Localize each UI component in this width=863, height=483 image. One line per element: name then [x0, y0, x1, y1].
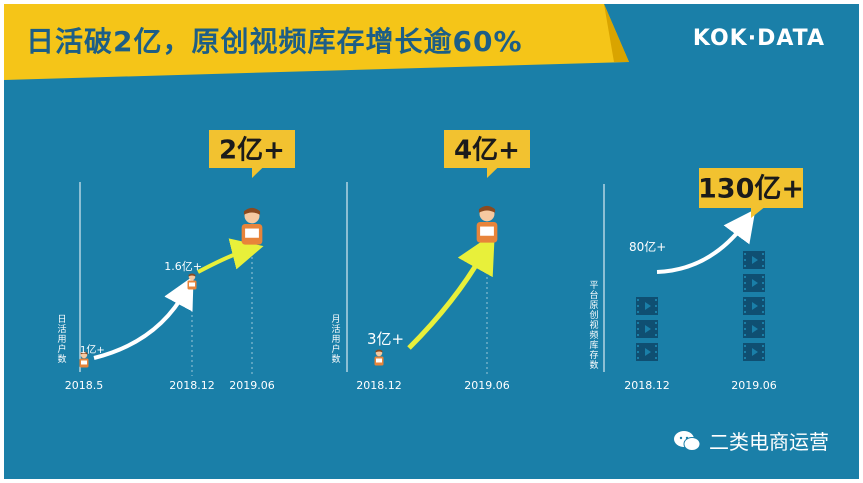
callout-box [444, 130, 530, 178]
x-tick-label: 2019.06 [229, 379, 275, 392]
y-axis-label-char: 原 [589, 300, 598, 311]
data-label: 80亿+ [629, 239, 666, 254]
film-icon [636, 297, 658, 315]
watermark: 二类电商运营 [673, 426, 829, 455]
x-tick-label: 2018.12 [624, 379, 670, 392]
film-icon [743, 320, 765, 338]
callout-inventory: 130亿+ [698, 168, 804, 218]
data-label: 3亿+ [367, 330, 404, 348]
infographic: 日活破2亿，原创视频库存增长逾60% KOK·DATA [4, 4, 859, 479]
film-icon [743, 297, 765, 315]
y-axis-label-char: 平 [589, 280, 598, 291]
y-axis-label-char: 台 [589, 289, 598, 301]
film-icon [743, 251, 765, 269]
person-icon [241, 207, 263, 245]
x-tick-label: 2019.06 [731, 379, 777, 392]
page-title: 日活破2亿，原创视频库存增长逾60% [26, 25, 523, 58]
film-icon [636, 343, 658, 361]
trend-arrow [656, 209, 756, 274]
wechat-icon [674, 430, 701, 451]
y-axis-label-char: 创 [589, 309, 598, 321]
bar [636, 297, 658, 361]
data-label: 1亿+ [80, 343, 105, 356]
film-icon [636, 320, 658, 338]
x-tick-label: 2018.12 [356, 379, 402, 392]
callout-box [209, 130, 295, 178]
logo: KOK·DATA [692, 26, 825, 51]
x-tick-label: 2019.06 [464, 379, 510, 392]
bar [743, 251, 765, 361]
y-axis-label-char: 数 [331, 353, 340, 365]
callout-label: 130亿+ [698, 174, 804, 205]
title-banner [4, 4, 629, 80]
y-axis-label-char: 户 [57, 343, 66, 355]
callout-box [699, 168, 803, 218]
callout-mau: 4亿+ [444, 130, 530, 178]
film-icon [743, 343, 765, 361]
y-axis-label-char: 用 [57, 334, 66, 345]
person-icon [187, 273, 197, 290]
person-icon [374, 349, 384, 366]
y-axis-label-char: 视 [589, 319, 598, 331]
y-axis-label-char: 活 [331, 323, 340, 335]
y-axis-label-char: 活 [57, 323, 66, 335]
x-tick-label: 2018.5 [65, 379, 104, 392]
trend-arrow [93, 275, 194, 360]
y-axis-label-char: 数 [57, 353, 66, 365]
data-label: 1.6亿+ [164, 260, 202, 273]
callout-label: 4亿+ [454, 135, 520, 165]
y-axis-label-char: 库 [589, 339, 598, 351]
y-axis-label-char: 频 [589, 329, 598, 341]
y-axis-label-char: 数 [589, 359, 598, 371]
x-tick-label: 2018.12 [169, 379, 215, 392]
film-icon [743, 274, 765, 292]
person-icon [476, 205, 498, 243]
y-axis-label-char: 户 [331, 343, 340, 355]
y-axis-label-char: 日 [57, 314, 66, 325]
y-axis-label-char: 用 [331, 334, 340, 345]
callout-dau: 2亿+ [209, 130, 295, 178]
y-axis-label-char: 存 [589, 349, 598, 361]
trend-arrow [407, 232, 495, 350]
y-axis-label-char: 月 [331, 314, 340, 325]
trend-arrow [197, 238, 264, 274]
watermark-text: 二类电商运营 [709, 430, 829, 454]
callout-label: 2亿+ [219, 135, 285, 165]
